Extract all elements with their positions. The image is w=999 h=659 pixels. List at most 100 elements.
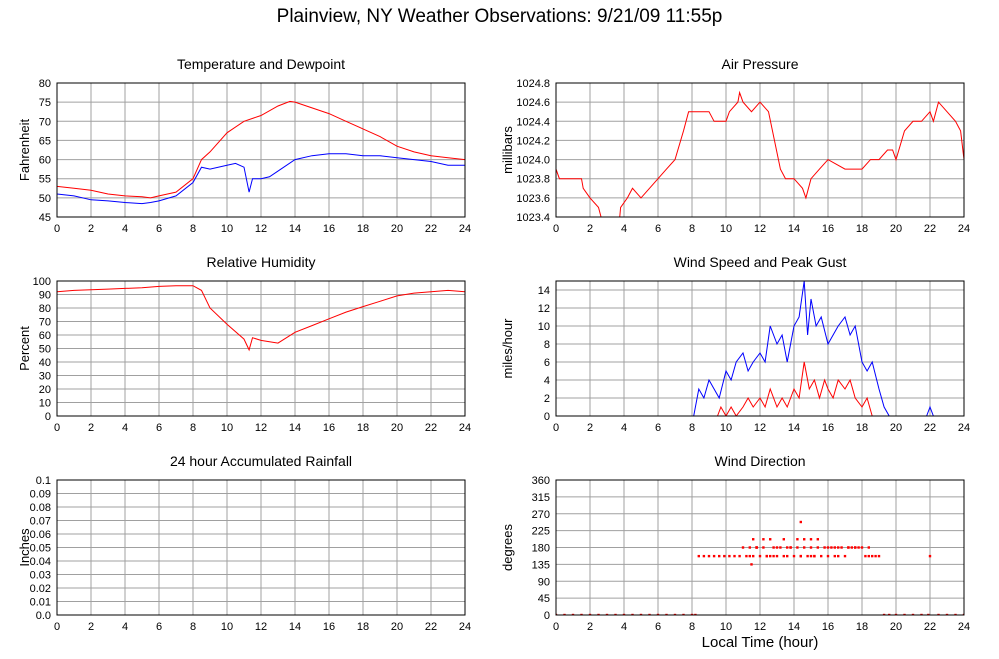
y-tick-label: 45 (538, 593, 550, 605)
data-point (712, 554, 716, 558)
x-tick-label: 10 (221, 422, 233, 434)
data-point (738, 554, 741, 558)
y-tick-label: 10 (538, 321, 550, 333)
data-point (690, 613, 694, 615)
data-point (775, 546, 779, 549)
data-point (850, 546, 853, 549)
y-axis-label: Inches (17, 528, 32, 567)
data-point (762, 538, 765, 541)
data-point (723, 554, 726, 558)
x-tick-label: 4 (122, 223, 128, 235)
data-point (614, 613, 617, 615)
y-tick-label: 45 (39, 212, 51, 224)
y-tick-label: 90 (538, 576, 550, 588)
data-point (874, 554, 877, 558)
x-tick-label: 8 (689, 223, 695, 235)
y-tick-label: 2 (544, 393, 550, 405)
data-point (752, 554, 755, 558)
x-tick-label: 24 (459, 621, 471, 633)
data-point (786, 554, 789, 558)
data-point (860, 546, 864, 549)
data-point (665, 613, 668, 615)
data-point (799, 554, 802, 558)
y-tick-label: 90 (39, 290, 51, 302)
x-tick-label: 6 (655, 422, 661, 434)
x-tick-label: 0 (54, 422, 60, 434)
chart-title: 24 hour Accumulated Rainfall (170, 453, 352, 469)
y-tick-label: 0.01 (30, 597, 51, 609)
data-point (799, 520, 802, 524)
data-point (772, 554, 775, 558)
x-tick-label: 0 (553, 223, 559, 235)
data-point (682, 613, 685, 615)
data-point (786, 546, 789, 549)
data-point (755, 546, 758, 549)
x-tick-label: 10 (720, 621, 732, 633)
data-point (882, 613, 886, 615)
x-tick-label: 18 (357, 422, 369, 434)
data-point (631, 613, 634, 615)
x-tick-label: 14 (289, 621, 301, 633)
series-line-0 (556, 281, 964, 416)
data-point (867, 546, 870, 549)
y-tick-label: 225 (532, 526, 550, 538)
data-point (588, 613, 592, 615)
data-layer (57, 285, 465, 352)
y-tick-label: 1024.6 (516, 97, 550, 109)
x-tick-label: 8 (190, 223, 196, 235)
x-tick-label: 4 (621, 223, 627, 235)
data-point (920, 613, 923, 615)
y-tick-label: 80 (39, 303, 51, 315)
data-point (605, 613, 609, 615)
x-tick-label: 24 (459, 422, 471, 434)
x-tick-label: 16 (323, 422, 335, 434)
data-point (752, 538, 755, 541)
plot-frame (56, 82, 466, 218)
x-tick-label: 18 (856, 621, 868, 633)
data-point (792, 554, 796, 558)
x-tick-label: 14 (289, 422, 301, 434)
data-point (871, 554, 874, 558)
y-tick-label: 1024.4 (516, 116, 550, 128)
y-tick-label: 0.06 (30, 529, 51, 541)
y-tick-label: 50 (39, 193, 51, 205)
y-tick-label: 20 (39, 384, 51, 396)
data-point (927, 613, 930, 615)
data-point (563, 613, 566, 615)
y-tick-label: 30 (39, 371, 51, 383)
x-tick-label: 12 (754, 621, 766, 633)
data-point (597, 613, 600, 615)
y-tick-label: 0.09 (30, 489, 51, 501)
data-point (697, 554, 700, 558)
data-point (580, 613, 583, 615)
y-tick-label: 0.04 (30, 556, 51, 568)
data-point (903, 613, 906, 615)
x-tick-label: 14 (788, 621, 800, 633)
data-point (718, 554, 721, 558)
data-point (833, 554, 836, 558)
y-tick-label: 1024.2 (516, 135, 550, 147)
data-point (765, 554, 768, 558)
x-tick-label: 6 (156, 223, 162, 235)
x-tick-label: 12 (754, 422, 766, 434)
x-tick-label: 10 (720, 422, 732, 434)
x-tick-label: 20 (890, 223, 902, 235)
x-tick-label: 4 (621, 621, 627, 633)
data-layer (556, 520, 964, 615)
x-tick-label: 20 (890, 422, 902, 434)
data-point (803, 538, 806, 541)
data-point (826, 554, 830, 558)
x-tick-label: 22 (425, 422, 437, 434)
y-tick-label: 70 (39, 317, 51, 329)
x-tick-label: 22 (924, 223, 936, 235)
x-tick-label: 24 (958, 422, 970, 434)
data-point (622, 613, 626, 615)
series-line-0 (57, 100, 465, 199)
data-point (809, 554, 813, 558)
x-tick-label: 4 (621, 422, 627, 434)
x-tick-label: 2 (88, 223, 94, 235)
plot-frame (555, 479, 965, 616)
data-point (758, 554, 762, 558)
data-point (750, 563, 753, 566)
